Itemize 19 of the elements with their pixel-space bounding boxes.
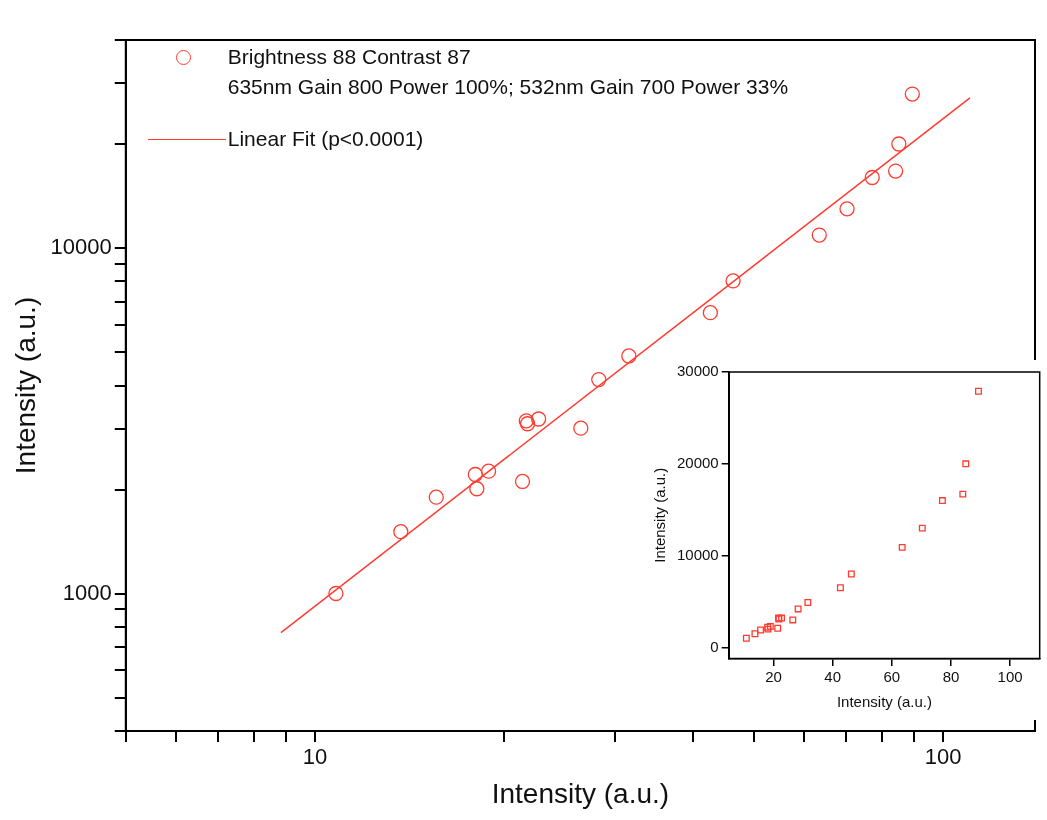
y-tick-label: 10000 [50,234,112,260]
y-tick-label: 20000 [676,453,719,471]
x-tick-label: 10 [302,744,328,770]
y-tick-label: 30000 [676,362,719,380]
x-tick-label: 100 [997,668,1023,686]
x-axis-title: Intensity (a.u.) [491,777,670,809]
x-tick-label: 80 [942,668,960,686]
x-tick-label: 40 [824,668,842,686]
y-tick-label: 1000 [62,579,112,605]
y-axis-title: Intensity (a.u.) [9,296,41,475]
legend-label: Brightness 88 Contrast 87 635nm Gain 800 Power 100%; 532nm Gain 700 Power 33% [227,44,789,100]
x-tick-label: 100 [924,744,962,770]
x-tick-label: 60 [883,668,901,686]
x-tick-label: 20 [765,668,782,686]
y-tick-label: 10000 [676,545,719,563]
y-axis-title: Intensity (a.u.) [651,467,669,563]
x-axis-title: Intensity (a.u.) [836,693,932,711]
legend-label: Linear Fit (p<0.0001) [227,126,424,152]
y-tick-label: 0 [710,637,719,655]
